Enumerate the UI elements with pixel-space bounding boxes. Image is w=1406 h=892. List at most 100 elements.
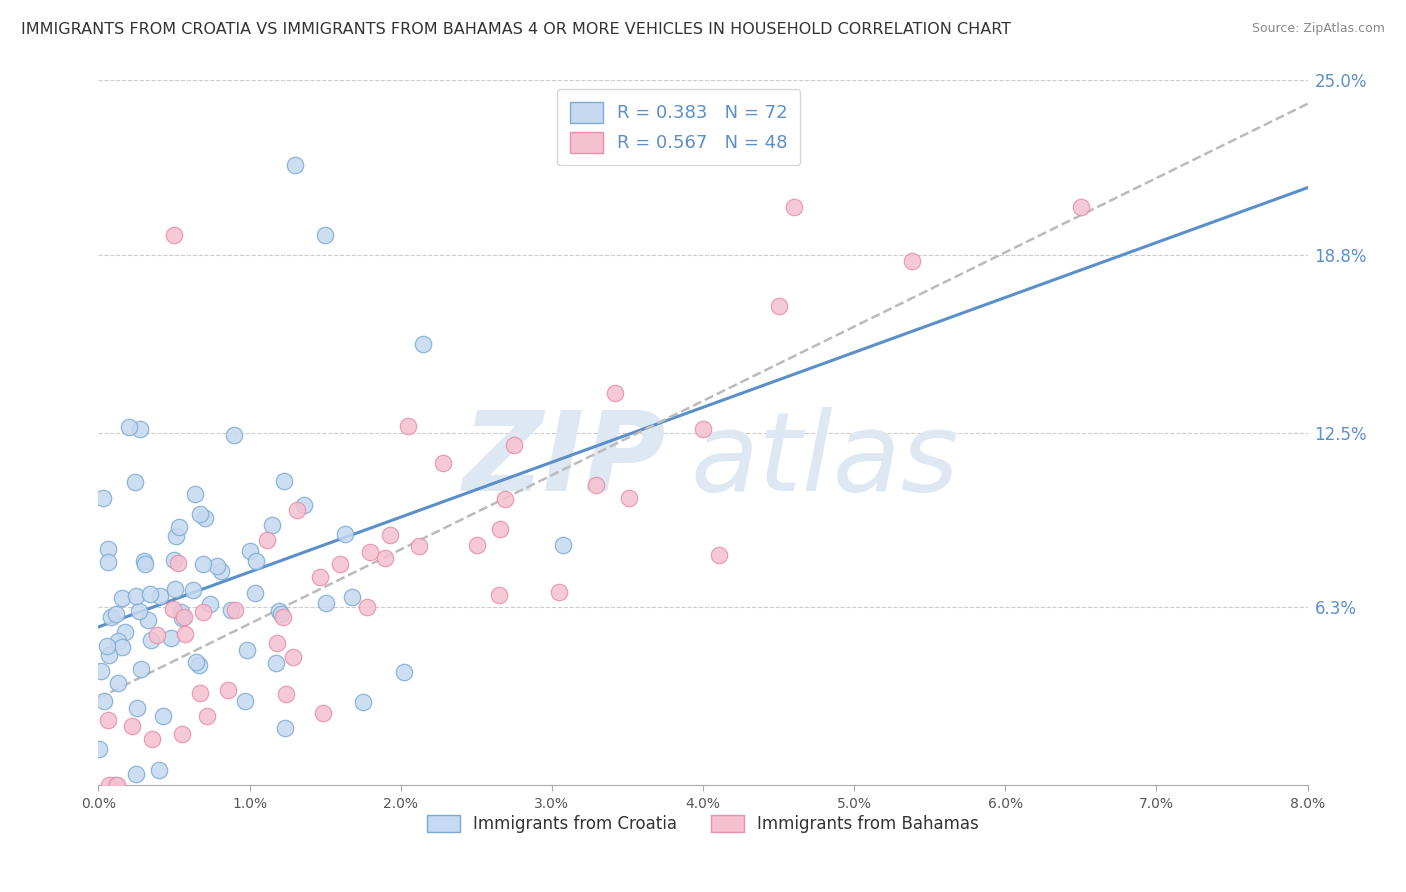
Point (239, 544, 262, 558)
Point (217, 682, 239, 697)
Point (315, 596, 337, 610)
Point (236, 643, 259, 657)
Point (1070, 200, 1092, 214)
Point (314, 228, 336, 243)
Point (782, 200, 804, 214)
Point (312, 706, 335, 720)
Point (209, 564, 232, 578)
Point (284, 158, 307, 172)
Point (243, 585, 266, 599)
Point (124, 590, 146, 604)
Legend: Immigrants from Croatia, Immigrants from Bahamas: Immigrants from Croatia, Immigrants from… (420, 808, 986, 840)
Point (169, 519, 191, 533)
Point (488, 588, 510, 602)
Point (274, 721, 297, 735)
Point (547, 584, 569, 599)
Point (91, 491, 114, 505)
Point (173, 609, 195, 624)
Point (148, 764, 170, 778)
Point (134, 557, 156, 571)
Point (170, 605, 193, 619)
Point (167, 556, 190, 570)
Point (152, 709, 174, 723)
Point (174, 627, 197, 641)
Text: Source: ZipAtlas.com: Source: ZipAtlas.com (1251, 22, 1385, 36)
Point (104, 607, 127, 621)
Point (165, 528, 187, 542)
Point (270, 607, 292, 621)
Point (432, 456, 454, 470)
Point (392, 665, 415, 680)
Point (408, 540, 430, 554)
Point (183, 487, 205, 501)
Point (605, 386, 627, 401)
Point (260, 518, 283, 533)
Point (233, 694, 256, 708)
Point (352, 696, 374, 710)
Point (129, 421, 152, 435)
Point (292, 499, 315, 513)
Point (264, 656, 287, 670)
Point (188, 686, 211, 700)
Point (134, 554, 156, 568)
Point (97, 648, 120, 662)
Point (707, 548, 730, 562)
Point (266, 636, 288, 650)
Text: atlas: atlas (690, 408, 959, 515)
Point (356, 600, 378, 615)
Point (141, 632, 163, 647)
Point (129, 662, 152, 676)
Point (93, 694, 115, 708)
Text: IMMIGRANTS FROM CROATIA VS IMMIGRANTS FROM BAHAMAS 4 OR MORE VEHICLES IN HOUSEHO: IMMIGRANTS FROM CROATIA VS IMMIGRANTS FR… (21, 22, 1011, 37)
Point (191, 605, 214, 619)
Point (585, 478, 607, 492)
Point (465, 538, 488, 552)
Point (114, 625, 136, 640)
Point (87, 742, 110, 756)
Point (329, 558, 352, 572)
Point (333, 526, 356, 541)
Point (125, 701, 148, 715)
Point (125, 766, 148, 780)
Point (396, 418, 419, 433)
Point (96, 639, 118, 653)
Point (281, 649, 304, 664)
Point (692, 422, 714, 436)
Point (149, 589, 172, 603)
Point (146, 627, 169, 641)
Point (617, 491, 640, 506)
Point (224, 603, 246, 617)
Point (97, 778, 120, 792)
Point (97, 555, 120, 569)
Point (170, 727, 193, 741)
Point (187, 657, 209, 672)
Point (194, 510, 217, 524)
Point (138, 587, 160, 601)
Point (141, 731, 163, 746)
Point (380, 528, 402, 542)
Point (97, 542, 120, 557)
Point (107, 676, 129, 690)
Point (184, 655, 207, 669)
Point (136, 613, 159, 627)
Point (340, 590, 363, 604)
Point (205, 558, 228, 573)
Point (111, 591, 134, 606)
Point (553, 538, 575, 552)
Point (172, 611, 194, 625)
Point (118, 419, 141, 434)
Point (768, 299, 790, 313)
Point (191, 557, 214, 571)
Point (309, 570, 332, 584)
Point (111, 640, 134, 654)
Point (374, 550, 396, 565)
Point (162, 602, 184, 616)
Point (494, 491, 516, 506)
Point (195, 709, 218, 723)
Point (274, 687, 297, 701)
Point (181, 583, 204, 598)
Point (245, 554, 267, 568)
Point (269, 604, 291, 618)
Point (107, 634, 129, 648)
Point (104, 778, 127, 792)
